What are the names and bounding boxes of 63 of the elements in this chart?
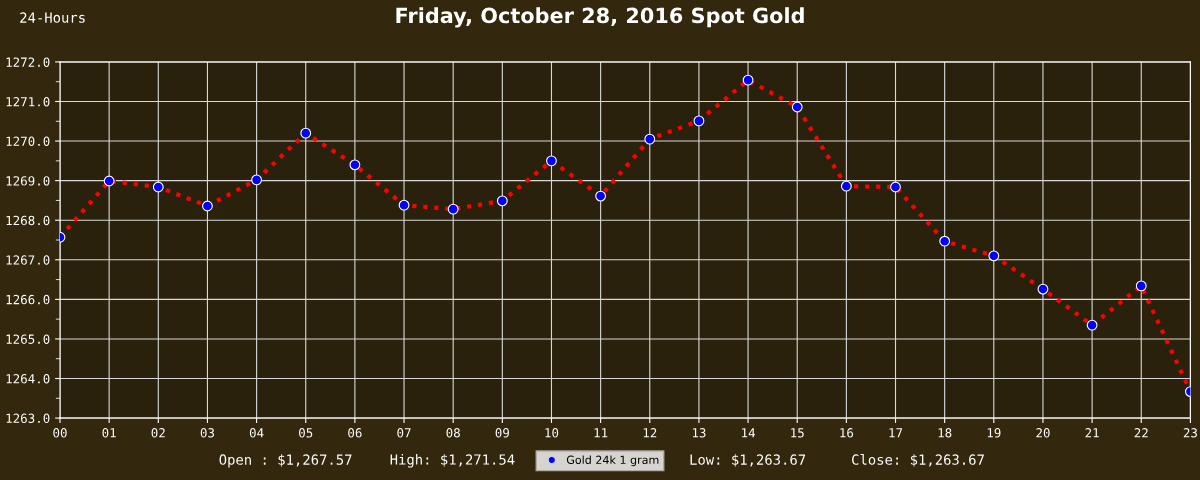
y-tick-label: 1268.0 xyxy=(6,215,50,226)
y-tick-label: 1269.0 xyxy=(6,176,50,186)
y-tick-label: 1264.0 xyxy=(6,374,50,384)
y-tick-label: 1265.0 xyxy=(6,334,50,344)
x-tick-label: 16 xyxy=(840,428,854,438)
point xyxy=(202,200,213,212)
x-tick-label: 07 xyxy=(397,428,411,438)
x-tick-label: 02 xyxy=(151,428,165,438)
x-tick-label: 03 xyxy=(200,428,215,438)
text: Low: $1,263.67 xyxy=(690,454,806,467)
y-tick-label: 1270.0 xyxy=(6,136,50,147)
x-tick-label: 10 xyxy=(545,428,559,438)
y-tick-label: 1266.0 xyxy=(6,294,50,305)
y-tick-label: 1272.0 xyxy=(6,57,50,67)
point xyxy=(398,199,410,211)
x-tick-label: 06 xyxy=(348,428,362,438)
x-tick-label: 19 xyxy=(987,428,1001,438)
point xyxy=(251,174,263,186)
y-tick-label: 1271.0 xyxy=(6,97,50,107)
y-tick-label: 1263.0 xyxy=(6,413,50,424)
point xyxy=(791,101,803,113)
point xyxy=(644,133,656,145)
point xyxy=(595,190,607,202)
point xyxy=(890,181,901,193)
chart-title: Friday, October 28, 2016 Spot Gold xyxy=(396,7,804,28)
x-tick-label: 01 xyxy=(102,428,116,438)
x-tick-label: 09 xyxy=(495,428,510,438)
x-tick-label: 05 xyxy=(299,428,313,438)
x-tick-label: 12 xyxy=(643,428,657,438)
point xyxy=(1135,280,1147,292)
x-tick-label: 20 xyxy=(1036,428,1050,438)
x-tick-label: 04 xyxy=(249,428,264,438)
point xyxy=(447,203,459,215)
point xyxy=(988,250,1000,262)
point xyxy=(349,159,361,171)
x-tick-label: 13 xyxy=(692,428,706,438)
y-tick-label: 1267.0 xyxy=(6,255,50,265)
x-tick-label: 14 xyxy=(742,428,755,438)
x-tick-label: 21 xyxy=(1085,428,1099,438)
x-tick-label: 17 xyxy=(889,428,903,438)
point xyxy=(742,74,754,86)
x-tick-label: 23 xyxy=(1183,428,1197,438)
point xyxy=(693,115,705,127)
point xyxy=(152,181,164,193)
point xyxy=(103,175,115,187)
point xyxy=(939,235,951,247)
x-tick-label: 22 xyxy=(1134,428,1148,438)
text: Close: $1,263.67 xyxy=(852,454,984,467)
x-tick-label: 15 xyxy=(791,428,804,438)
text: Open : $1,267.57 xyxy=(219,454,352,468)
text: 24-Hours xyxy=(20,12,85,23)
point xyxy=(840,180,852,192)
x-tick-label: 11 xyxy=(594,428,608,438)
x-tick-label: 18 xyxy=(938,428,952,438)
point xyxy=(546,155,557,167)
point xyxy=(1086,319,1098,331)
point xyxy=(300,127,312,139)
text: High: $1,271.54 xyxy=(390,454,515,468)
legend-label: Gold 24k 1 gram xyxy=(566,455,659,467)
x-tick-label: 08 xyxy=(446,428,460,438)
x-tick-label: 00 xyxy=(53,428,67,438)
point xyxy=(1037,283,1049,295)
point xyxy=(496,195,508,207)
